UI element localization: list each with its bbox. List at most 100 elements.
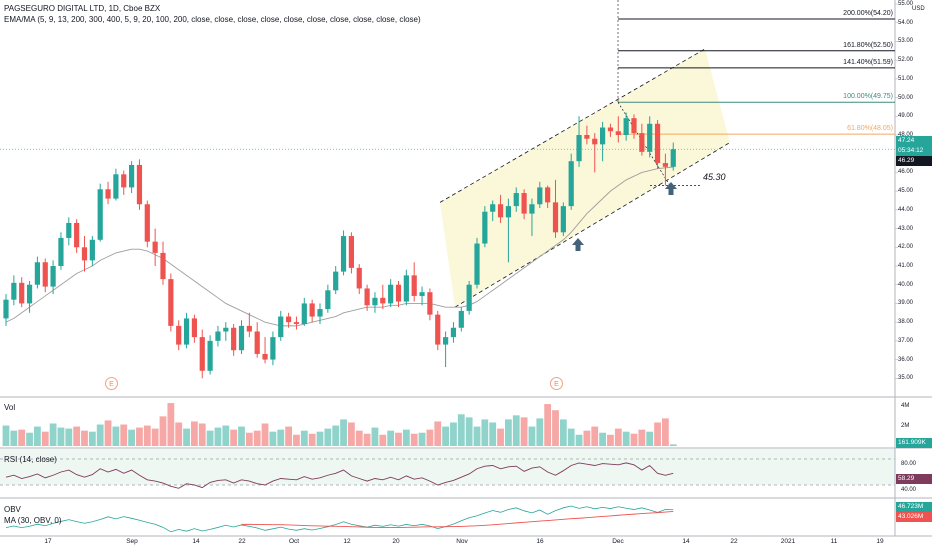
candle-body xyxy=(19,282,25,304)
price-axis-tick: 49.00 xyxy=(898,113,914,120)
obv-ma-line xyxy=(241,511,674,529)
volume-bar xyxy=(457,414,465,446)
volume-bar xyxy=(607,434,614,446)
candle-body xyxy=(136,164,143,205)
candle-body xyxy=(411,275,417,296)
obv-pane-label[interactable]: OBV xyxy=(4,505,21,514)
rsi-value-badge: 58.29 xyxy=(896,474,932,484)
candle-body xyxy=(568,161,574,207)
volume-bar xyxy=(293,434,300,446)
volume-bar xyxy=(285,426,292,446)
volume-bar xyxy=(410,433,418,446)
candle-body xyxy=(113,174,119,199)
price-axis-tick: 51.00 xyxy=(898,75,914,82)
candle-body xyxy=(490,204,496,212)
candle-body xyxy=(50,266,56,287)
fib-level-label: 61.80%(48.05) xyxy=(847,125,893,133)
time-axis-tick: Sep xyxy=(126,538,138,545)
volume-bar xyxy=(426,429,434,446)
candle-body xyxy=(89,239,95,261)
candle-body xyxy=(505,206,511,218)
candle-body xyxy=(144,204,150,242)
volume-bar xyxy=(253,430,261,446)
rsi-pane-label[interactable]: RSI (14, close) xyxy=(4,455,57,464)
candle-body xyxy=(482,211,488,244)
countdown-badge: 05:34:12 xyxy=(896,146,932,156)
candle-body xyxy=(160,252,166,280)
candle-body xyxy=(254,331,260,354)
volume-bar xyxy=(442,426,449,446)
volume-bar xyxy=(214,427,222,446)
time-axis-tick: 12 xyxy=(343,538,351,545)
volume-bar xyxy=(88,431,96,446)
candle-body xyxy=(152,241,158,253)
volume-bar xyxy=(395,432,402,446)
candle-body xyxy=(42,262,48,287)
candle-body xyxy=(278,316,284,338)
volume-bar xyxy=(26,432,33,446)
candle-body xyxy=(34,262,40,285)
volume-bar xyxy=(151,428,159,446)
fib-level-label: 200.00%(54.20) xyxy=(843,9,893,17)
volume-bar xyxy=(662,418,669,446)
volume-bar xyxy=(65,428,73,446)
time-axis-tick: 17 xyxy=(44,538,52,545)
volume-bar xyxy=(128,429,135,446)
volume-bar xyxy=(575,434,583,446)
volume-pane-label[interactable]: Vol xyxy=(4,403,16,412)
candle-body xyxy=(3,299,9,319)
volume-bar xyxy=(552,410,559,446)
price-axis-tick: 42.00 xyxy=(898,244,914,251)
candle-body xyxy=(607,127,614,132)
channel-lower-line xyxy=(454,142,731,308)
volume-bar xyxy=(489,422,497,446)
volume-bar xyxy=(73,426,81,446)
price-axis-tick: 46.00 xyxy=(898,169,914,176)
volume-bar xyxy=(379,434,387,446)
volume-bar xyxy=(104,420,112,446)
earnings-marker[interactable]: E xyxy=(550,377,563,390)
candle-body xyxy=(545,187,551,203)
time-axis-tick: 2021 xyxy=(780,538,796,545)
price-axis-tick: 55.00 xyxy=(898,1,914,7)
volume-bar xyxy=(245,432,253,446)
candle-body xyxy=(521,193,527,214)
candle-body xyxy=(325,290,331,310)
rsi-axis-tick: 40.00 xyxy=(901,487,917,493)
candle-body xyxy=(81,247,88,261)
candle-body xyxy=(395,284,402,302)
volume-bar xyxy=(277,429,285,446)
volume-bar xyxy=(567,428,575,446)
volume-bar xyxy=(505,419,512,446)
volume-bar xyxy=(599,432,606,446)
volume-bar xyxy=(261,423,269,446)
earnings-marker[interactable]: E xyxy=(105,377,118,390)
candle-body xyxy=(631,118,637,134)
obv-ma-pane-label[interactable]: MA (30, OBV, 0) xyxy=(4,516,62,525)
volume-axis-tick: 2M xyxy=(901,423,910,429)
volume-bar xyxy=(465,417,473,446)
volume-bar xyxy=(191,421,198,446)
candle-body xyxy=(340,236,347,272)
fib-level-label: 141.40%(51.59) xyxy=(843,58,893,66)
volume-bar xyxy=(10,430,18,446)
volume-bar xyxy=(269,431,277,446)
indicator-legend[interactable]: EMA/MA (5, 9, 13, 200, 300, 400, 5, 9, 2… xyxy=(4,15,421,24)
obv-line xyxy=(5,505,674,533)
volume-bar xyxy=(340,419,347,446)
symbol-title[interactable]: PAGSEGURO DIGITAL LTD, 1D, Cboe BZX xyxy=(4,4,161,13)
volume-bar xyxy=(49,423,57,446)
candle-body xyxy=(435,314,441,345)
price-axis-tick: 41.00 xyxy=(898,263,914,269)
time-axis-tick: Dec xyxy=(612,538,624,545)
volume-bar xyxy=(528,426,536,446)
volume-bar xyxy=(175,422,183,446)
obv-value-badge: 46.723M xyxy=(896,502,932,512)
volume-bar xyxy=(646,431,654,446)
candle-body xyxy=(238,325,245,351)
volume-bar xyxy=(2,425,10,446)
candle-body xyxy=(513,193,519,207)
volume-bar xyxy=(230,429,238,446)
volume-bar xyxy=(520,417,528,446)
